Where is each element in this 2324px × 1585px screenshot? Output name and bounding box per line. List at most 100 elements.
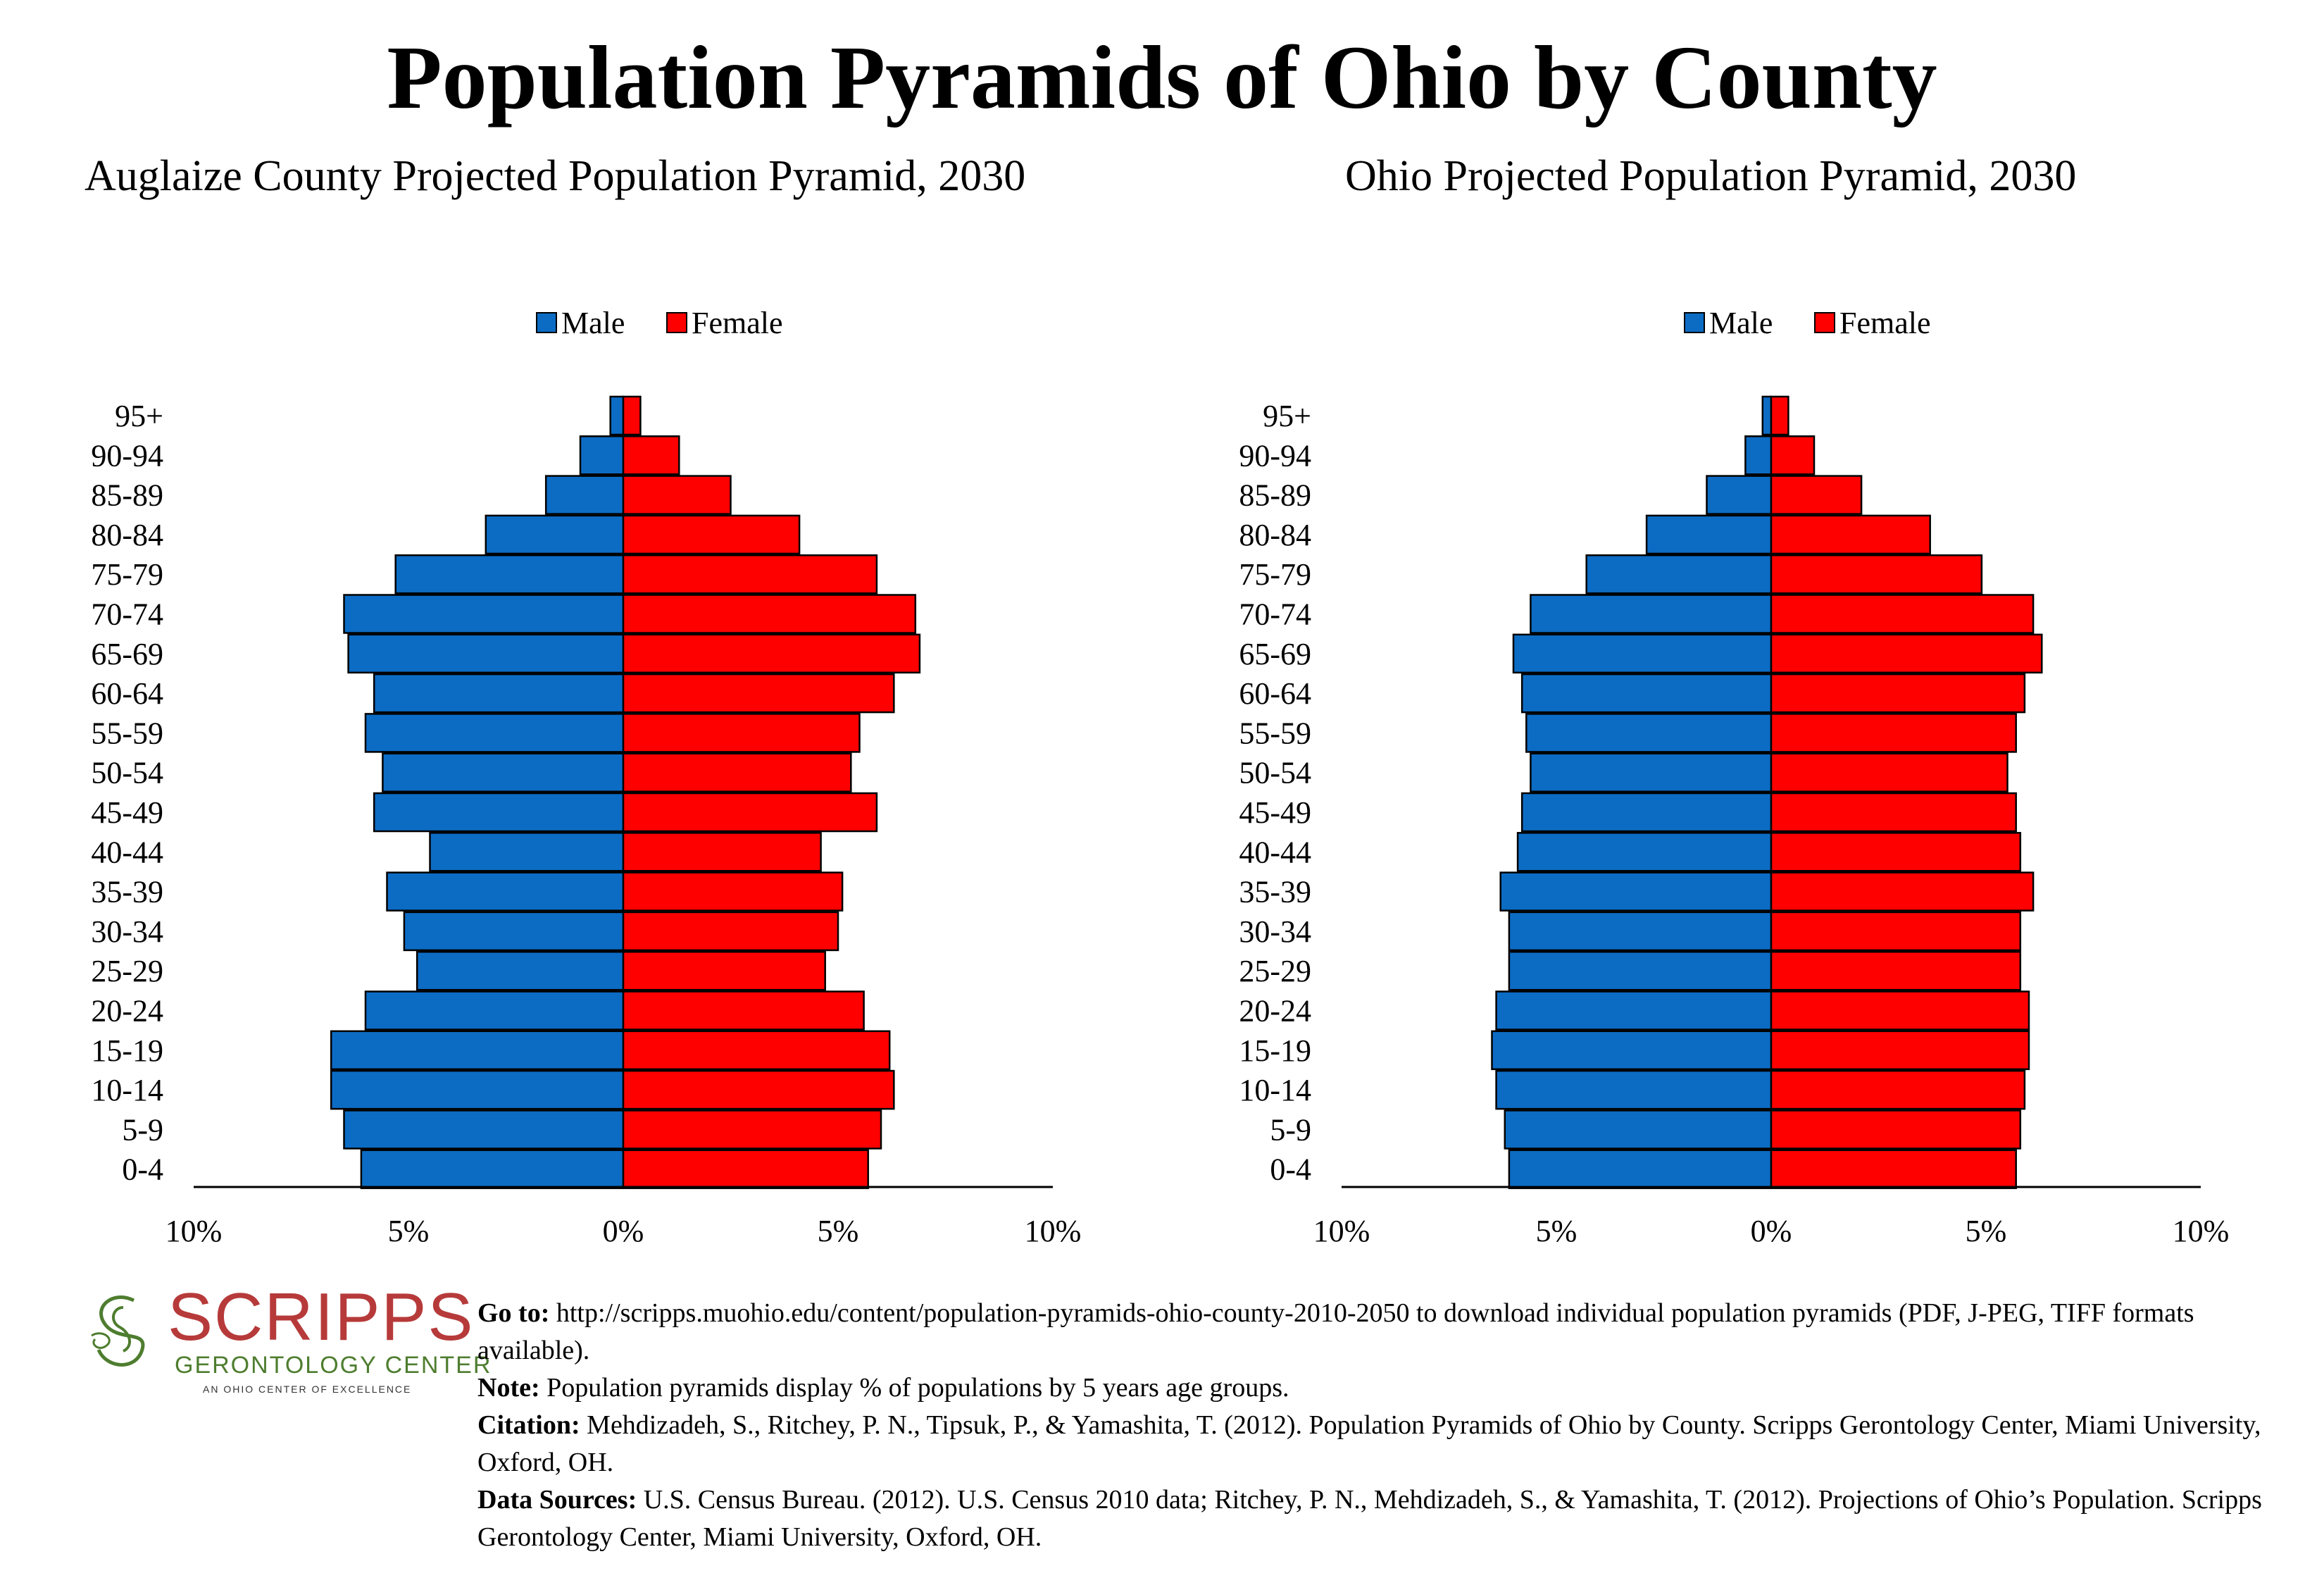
note-text: Population pyramids display % of populat… (546, 1373, 1289, 1403)
bar-female (622, 514, 801, 555)
pyramid-chart-auglaize: Male Female 95+ 90-94 85-89 80-84 75-79 70-74 65… (91, 306, 1081, 1248)
page-title: Population Pyramids of Ohio by County (387, 27, 1937, 128)
bar-male (1495, 990, 1773, 1031)
bar-female (622, 594, 917, 634)
bar-female (622, 911, 839, 952)
bar-male (1499, 871, 1773, 912)
age-group-label: 70-74 (1239, 597, 1311, 632)
bar-male (1512, 633, 1773, 674)
bar-female (622, 871, 844, 912)
bar-male (1530, 594, 1773, 634)
bar-female (622, 633, 921, 674)
x-tick-label: 5% (1536, 1214, 1578, 1248)
bar-male (330, 1069, 625, 1110)
age-group-label: 10-14 (91, 1073, 163, 1107)
age-group-label: 85-89 (1239, 478, 1311, 513)
bar-female (1770, 752, 2008, 792)
bar-female (622, 475, 732, 515)
age-group-label: 25-29 (1239, 954, 1311, 988)
bar-male (394, 554, 625, 595)
bar-male (544, 475, 625, 515)
age-group-label: 10-14 (1239, 1073, 1311, 1107)
age-group-label: 35-39 (1239, 875, 1311, 909)
scripps-logo: SCRIPPS GERONTOLOGY CENTER AN OHIO CENTE… (85, 1282, 490, 1402)
bar-female (622, 950, 826, 991)
bar-male (386, 871, 625, 912)
age-group-label: 70-74 (91, 597, 163, 632)
bar-female (1770, 435, 1816, 476)
age-group-label: 55-59 (91, 716, 163, 750)
goto-text: http://scripps.muohio.edu/content/popula… (477, 1298, 2194, 1365)
age-group-label: 80-84 (91, 518, 163, 552)
chart-title-auglaize: Auglaize County Projected Population Pyr… (85, 152, 1026, 200)
x-tick-label: 10% (165, 1214, 223, 1248)
age-group-label: 65-69 (91, 637, 163, 671)
age-group-label: 0-4 (122, 1152, 163, 1187)
age-group-label: 35-39 (91, 875, 163, 909)
bar-female (1770, 1069, 2026, 1110)
citation-note: Citation: Mehdizadeh, S., Ritchey, P. N.… (477, 1407, 2309, 1481)
citation-text: Mehdizadeh, S., Ritchey, P. N., Tipsuk, … (477, 1410, 2261, 1477)
bar-male (373, 792, 625, 833)
bar-female (1770, 1149, 2017, 1189)
bar-male (1495, 1069, 1773, 1110)
bar-female (622, 752, 852, 792)
bar-female (622, 1069, 895, 1110)
legend-swatch-female (1814, 312, 1835, 333)
age-group-label: 15-19 (91, 1033, 163, 1068)
bar-male (343, 1110, 625, 1150)
logo-wordmark: SCRIPPS (168, 1279, 475, 1355)
age-group-label: 85-89 (91, 478, 163, 513)
bar-female (1770, 594, 2035, 634)
bar-male (609, 395, 625, 436)
bar-male (416, 950, 625, 991)
bar-male (1645, 514, 1773, 555)
bar-male (1585, 554, 1773, 595)
sources-label: Data Sources: (477, 1485, 637, 1515)
sources-note: Data Sources: U.S. Census Bureau. (2012)… (477, 1481, 2309, 1556)
bar-female (622, 832, 822, 872)
bar-male (403, 911, 625, 952)
logo-subtitle: GERONTOLOGY CENTER (175, 1352, 492, 1379)
age-group-label: 65-69 (1239, 637, 1311, 671)
bar-male (429, 832, 625, 872)
bar-female (622, 990, 865, 1031)
goto-label: Go to: (477, 1298, 550, 1328)
pyramid-chart-ohio: Male Female 95+ 90-94 85-89 80-84 75-79 70-74 65… (1239, 306, 2229, 1248)
age-group-label: 40-44 (91, 835, 163, 869)
age-group-label: 55-59 (1239, 716, 1311, 750)
bar-male (1520, 673, 1773, 714)
goto-note: Go to: http://scripps.muohio.edu/content… (477, 1295, 2309, 1369)
bar-female (1770, 713, 2017, 753)
bar-male (1761, 395, 1773, 436)
age-group-label: 90-94 (1239, 438, 1311, 473)
age-group-label: 0-4 (1270, 1152, 1311, 1187)
citation-label: Citation: (477, 1410, 580, 1440)
bar-female (622, 435, 680, 476)
bar-female (1770, 633, 2043, 674)
legend-swatch-male (536, 312, 557, 333)
age-group-label: 30-34 (1239, 914, 1311, 949)
x-tick-label: 0% (1751, 1214, 1792, 1248)
x-tick-label: 5% (818, 1214, 859, 1248)
bar-male (1516, 832, 1773, 872)
bar-male (1508, 911, 1773, 952)
bar-male (1508, 950, 1773, 991)
bar-female (622, 713, 861, 753)
scripps-swirl-icon (91, 1295, 145, 1367)
note-line: Note: Population pyramids display % of p… (477, 1369, 2309, 1407)
age-group-label: 50-54 (91, 756, 163, 790)
bar-female (622, 395, 642, 436)
bar-female (622, 673, 895, 714)
sources-text: U.S. Census Bureau. (2012). U.S. Census … (477, 1485, 2262, 1552)
bar-female (1770, 871, 2035, 912)
bar-male (347, 633, 625, 674)
age-group-label: 45-49 (1239, 795, 1311, 830)
legend-label-male: Male (1709, 306, 1773, 340)
age-group-label: 80-84 (1239, 518, 1311, 552)
bar-female (622, 1149, 869, 1189)
bar-female (622, 554, 878, 595)
bar-male (364, 990, 625, 1031)
bar-male (343, 594, 625, 634)
age-group-label: 15-19 (1239, 1033, 1311, 1068)
